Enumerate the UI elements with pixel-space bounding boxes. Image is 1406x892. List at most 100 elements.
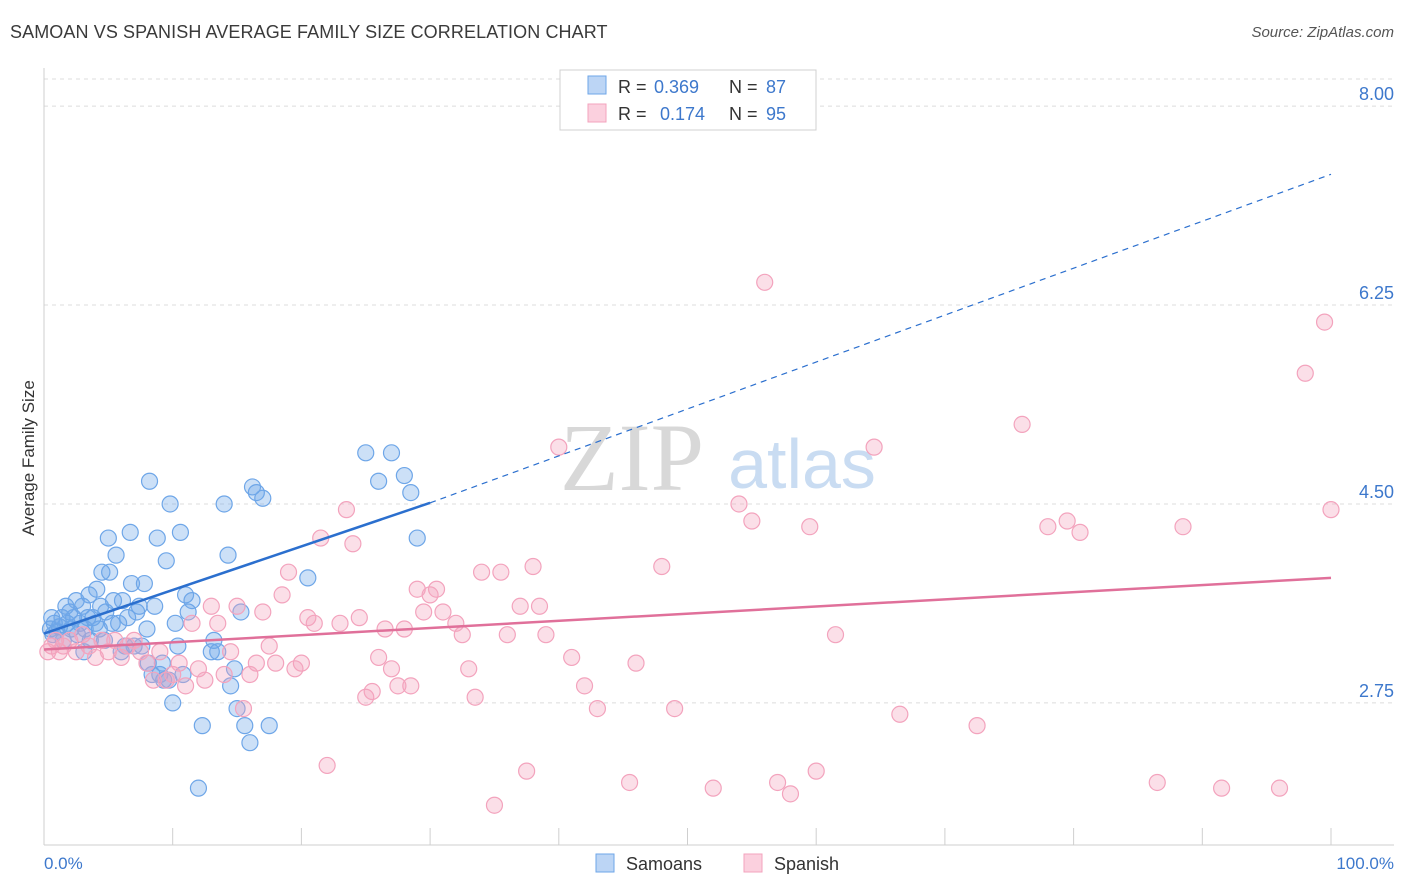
spanish-point-45 — [318, 756, 336, 775]
watermark-atlas: atlas — [728, 425, 876, 503]
spanish-point-105 — [1315, 313, 1334, 331]
chart-title: SAMOAN VS SPANISH AVERAGE FAMILY SIZE CO… — [10, 22, 608, 42]
samoans-point-35 — [110, 614, 128, 632]
samoans-point-33 — [104, 591, 123, 610]
spanish-point-27 — [202, 597, 220, 615]
spanish-point-95 — [968, 717, 986, 735]
samoans-point-49 — [140, 472, 159, 490]
samoans-trend-line — [43, 501, 431, 635]
legend-n-label-2: N = — [729, 104, 758, 124]
samoans-point-73 — [219, 546, 237, 564]
spanish-point-19 — [151, 643, 169, 661]
samoans-point-76 — [228, 699, 246, 718]
y-tick-labels: 2.75 4.50 6.25 8.00 — [1359, 84, 1394, 701]
spanish-point-69 — [492, 563, 510, 581]
legend-r-label-1: R = — [618, 77, 647, 97]
samoans-point-83 — [260, 717, 278, 735]
spanish-point-73 — [524, 557, 542, 576]
spanish-point-28 — [209, 614, 227, 632]
spanish-point-80 — [620, 773, 639, 792]
spanish-point-96 — [1013, 415, 1031, 433]
stats-legend: R = 0.369 N = 87 R = 0.174 N = 95 — [559, 69, 817, 131]
samoans-point-86 — [370, 472, 388, 490]
spanish-point-83 — [666, 699, 684, 718]
samoans-point-68 — [193, 717, 211, 735]
spanish-point-30 — [222, 643, 240, 661]
samoans-point-56 — [157, 552, 175, 570]
spanish-point-89 — [781, 785, 800, 803]
spanish-point-70 — [498, 626, 516, 644]
samoans-point-78 — [236, 717, 254, 735]
samoans-point-67 — [189, 779, 208, 797]
legend-r-label-2: R = — [618, 104, 647, 124]
spanish-point-39 — [279, 563, 298, 581]
source-label: Source: ZipAtlas.com — [1251, 24, 1394, 41]
series-legend: Samoans Spanish — [595, 853, 839, 874]
samoans-point-65 — [179, 603, 197, 621]
legend-spanish-swatch — [743, 853, 763, 873]
legend-swatch-samoans — [587, 75, 607, 95]
samoans-point-75 — [225, 660, 244, 678]
spanish-point-46 — [331, 614, 349, 632]
samoans-point-39 — [119, 609, 137, 627]
spanish-point-79 — [588, 699, 607, 718]
spanish-point-64 — [453, 626, 471, 644]
spanish-point-31 — [228, 597, 246, 615]
legend-n-value-2: 95 — [766, 104, 786, 124]
spanish-point-75 — [537, 626, 555, 644]
samoans-point-60 — [166, 614, 184, 632]
legend-samoans-label: Samoans — [626, 854, 702, 874]
spanish-point-41 — [292, 654, 310, 672]
spanish-point-71 — [511, 597, 529, 615]
spanish-point-92 — [826, 626, 845, 644]
spanish-point-101 — [1174, 518, 1192, 536]
spanish-point-76 — [550, 438, 568, 456]
samoans-trend-extension — [429, 173, 1332, 504]
legend-r-value-1: 0.369 — [654, 77, 699, 97]
samoans-point-82 — [254, 489, 272, 507]
samoans-point-47 — [138, 620, 156, 638]
spanish-point-34 — [247, 654, 265, 672]
spanish-point-67 — [472, 563, 491, 581]
spanish-point-52 — [370, 648, 388, 667]
spanish-points — [39, 273, 1340, 814]
spanish-point-97 — [1039, 518, 1057, 536]
spanish-point-78 — [575, 677, 594, 695]
trend-lines — [43, 173, 1332, 651]
y-tick-label-2: 6.25 — [1359, 283, 1394, 303]
spanish-point-106 — [1322, 501, 1340, 519]
spanish-point-66 — [466, 688, 484, 706]
spanish-point-22 — [170, 654, 188, 672]
spanish-point-24 — [183, 614, 201, 632]
spanish-point-85 — [730, 495, 748, 513]
samoans-point-52 — [148, 529, 166, 547]
samoans-point-66 — [183, 591, 201, 610]
y-tick-label-0: 2.75 — [1359, 681, 1394, 701]
spanish-point-72 — [518, 762, 536, 780]
spanish-point-23 — [176, 677, 195, 695]
spanish-point-26 — [196, 671, 214, 689]
axes — [43, 68, 1394, 846]
watermark-zip: ZIP — [560, 404, 704, 511]
spanish-point-37 — [267, 654, 285, 672]
spanish-point-84 — [704, 779, 722, 797]
legend-n-label-1: N = — [729, 77, 758, 97]
spanish-point-99 — [1071, 523, 1089, 541]
spanish-point-86 — [743, 512, 761, 530]
spanish-point-17 — [138, 654, 156, 672]
spanish-point-100 — [1148, 773, 1166, 792]
y-tick-label-1: 4.50 — [1359, 482, 1394, 502]
spanish-point-59 — [415, 603, 433, 621]
samoans-point-90 — [408, 529, 426, 547]
samoans-point-87 — [382, 444, 401, 462]
x-tick-label-max: 100.0% — [1336, 854, 1394, 873]
spanish-point-74 — [530, 597, 549, 615]
samoans-point-71 — [209, 643, 227, 661]
spanish-point-90 — [801, 518, 819, 536]
spanish-point-68 — [485, 796, 504, 814]
spanish-point-61 — [427, 580, 446, 598]
samoans-point-62 — [171, 523, 190, 541]
spanish-point-87 — [756, 273, 774, 291]
samoans-point-32 — [103, 614, 121, 632]
